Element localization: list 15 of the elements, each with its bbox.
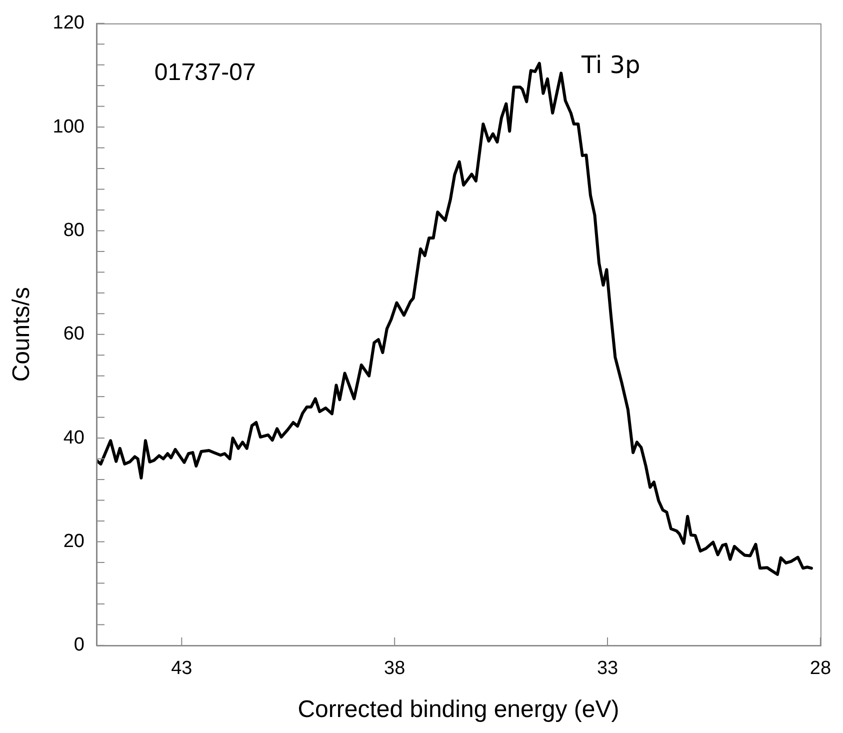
annotation: 01737-07 bbox=[154, 58, 256, 86]
y-tick-label: 120 bbox=[52, 12, 84, 34]
y-axis-title: Counts/s bbox=[8, 287, 36, 382]
annotation: Ti 3p bbox=[580, 51, 640, 80]
x-tick-label: 28 bbox=[810, 658, 832, 680]
y-tick-label: 20 bbox=[63, 530, 84, 552]
y-tick-label: 0 bbox=[74, 634, 84, 656]
y-tick-label: 40 bbox=[63, 427, 84, 448]
x-tick-label: 43 bbox=[171, 658, 192, 680]
x-tick-label: 33 bbox=[596, 658, 618, 680]
y-tick-label: 60 bbox=[63, 324, 84, 345]
y-tick-label: 80 bbox=[63, 220, 84, 241]
x-axis-title: Corrected binding energy (eV) bbox=[298, 696, 620, 724]
y-tick-label: 100 bbox=[52, 116, 84, 138]
x-tick-label: 38 bbox=[384, 658, 406, 680]
